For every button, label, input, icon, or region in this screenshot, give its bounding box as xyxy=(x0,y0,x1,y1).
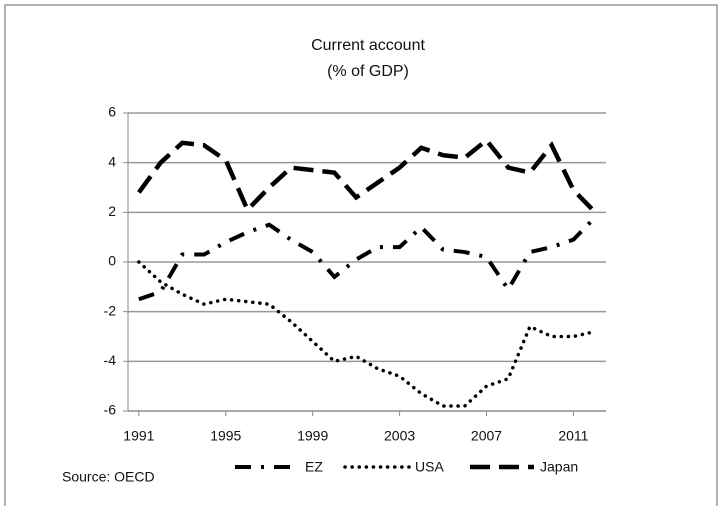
legend-label: USA xyxy=(415,459,444,475)
chart-subtitle: (% of GDP) xyxy=(327,63,409,80)
x-tick-label: 1999 xyxy=(297,428,328,444)
legend-label: Japan xyxy=(540,459,578,475)
source-note: Source: OECD xyxy=(62,469,155,485)
y-tick-label: -2 xyxy=(104,302,117,318)
y-tick-label: -4 xyxy=(104,352,117,368)
legend-label: EZ xyxy=(305,459,323,475)
x-tick-label: 1995 xyxy=(210,428,241,444)
x-tick-label: 1991 xyxy=(123,428,154,444)
y-tick-label: 6 xyxy=(108,104,116,120)
y-tick-label: 4 xyxy=(108,153,116,169)
x-tick-label: 2003 xyxy=(384,428,415,444)
y-tick-label: -6 xyxy=(104,402,117,418)
x-tick-label: 2007 xyxy=(471,428,502,444)
y-tick-label: 0 xyxy=(108,253,116,269)
frame xyxy=(4,4,718,506)
series-line xyxy=(138,215,597,302)
x-tick-label: 2011 xyxy=(558,428,588,444)
series-line xyxy=(137,137,597,214)
y-tick-label: 2 xyxy=(108,203,116,219)
chart-title: Current account xyxy=(311,37,425,54)
series-line xyxy=(137,260,597,408)
